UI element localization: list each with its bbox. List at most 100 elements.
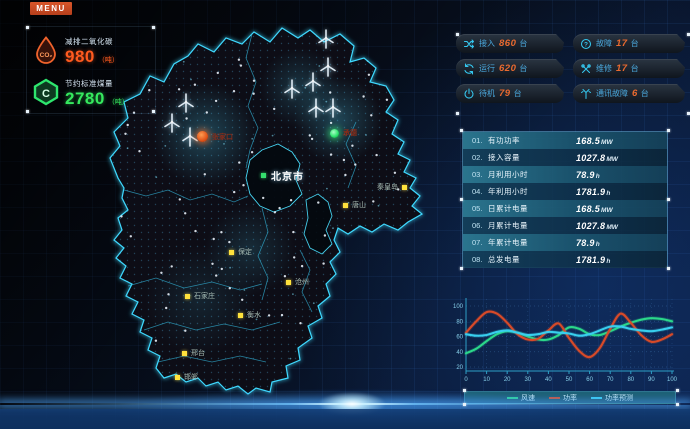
svg-text:60: 60 <box>586 377 593 383</box>
metric-label: 有功功率 <box>488 136 520 145</box>
stat-unit: 台 <box>513 89 522 98</box>
stat-label: 运行 <box>479 64 495 73</box>
stat-running[interactable]: 运行 620 台 <box>456 59 564 78</box>
metric-unit: h <box>606 257 611 265</box>
metric-value: 1027.8 <box>576 220 606 231</box>
selection-handle <box>152 110 155 113</box>
selection-handle <box>460 129 463 132</box>
metric-label: 总发电量 <box>488 255 520 264</box>
stat-connected[interactable]: 接入 860 台 <box>456 34 564 53</box>
svg-text:?: ? <box>584 41 588 48</box>
metric-value: 78.9 <box>576 169 595 180</box>
metric-row-monthly-energy[interactable]: 06. 月累计电量 1027.8 MW <box>463 217 667 234</box>
stat-unit: 台 <box>640 89 649 98</box>
svg-text:80: 80 <box>456 319 463 325</box>
metric-value: 168.5 <box>576 203 601 214</box>
kpi-unit: （吨） <box>97 56 119 64</box>
svg-text:20: 20 <box>456 365 463 371</box>
selection-handle <box>460 267 463 270</box>
yellow-square-marker <box>343 202 348 208</box>
menu-button[interactable]: MENU <box>30 2 72 15</box>
metric-label: 月利用小时 <box>488 170 528 179</box>
yellow-square-marker <box>175 374 180 380</box>
province-borders <box>123 33 357 363</box>
stat-label: 故障 <box>596 39 612 48</box>
selection-handle <box>460 198 463 201</box>
city-marker-tangshan[interactable]: 唐山 <box>343 200 366 210</box>
city-marker-beijing[interactable]: 北京市 <box>261 168 304 183</box>
city-marker-xingtai[interactable]: 邢台 <box>182 348 205 358</box>
svg-text:100: 100 <box>453 304 464 310</box>
city-marker-baoding[interactable]: 保定 <box>229 247 252 257</box>
stat-value: 860 <box>499 38 517 49</box>
metric-unit: h <box>606 189 611 197</box>
city-marker-cangzhou[interactable]: 沧州 <box>286 277 309 287</box>
city-label: 衡水 <box>247 312 261 319</box>
stat-comm-fault[interactable]: 通讯故障 6 台 <box>573 84 685 103</box>
kpi-co2-reduction: CO₂ 减排二氧化碳 980 （吨） <box>33 31 151 69</box>
svg-text:60: 60 <box>456 335 463 341</box>
city-label: 北京市 <box>271 172 304 183</box>
svg-text:30: 30 <box>524 377 531 383</box>
bottom-band <box>0 409 690 429</box>
selection-handle <box>463 389 466 392</box>
standby-icon <box>463 88 475 100</box>
fault-icon: ? <box>580 38 592 50</box>
kpi-value: 980 <box>65 46 95 66</box>
metric-row-yearly-energy[interactable]: 07. 年累计电量 78.9 h <box>463 234 667 251</box>
metric-index: 06. <box>472 221 483 230</box>
stat-fault[interactable]: ? 故障 17 台 <box>573 34 685 53</box>
selection-handle <box>687 112 690 115</box>
stat-unit: 台 <box>519 39 528 48</box>
stat-unit: 台 <box>630 64 639 73</box>
metric-label: 年利用小时 <box>488 187 528 196</box>
city-marker-hengshui[interactable]: 衡水 <box>238 310 261 320</box>
stat-value: 6 <box>632 88 638 99</box>
stat-maintenance[interactable]: 维修 17 台 <box>573 59 685 78</box>
kpi-unit: （吨） <box>107 98 129 106</box>
city-marker-qinhuangdao[interactable]: 秦皇岛 <box>377 182 407 192</box>
metric-label: 接入容量 <box>488 153 520 162</box>
svg-text:C: C <box>42 88 50 100</box>
yellow-square-marker <box>182 350 187 356</box>
metric-row-total-generation[interactable]: 08. 总发电量 1781.9 h <box>463 251 667 268</box>
tianjin-region <box>303 193 333 255</box>
kpi-value: 2780 <box>65 88 105 108</box>
selection-handle <box>687 33 690 36</box>
metric-row-yearly-hours[interactable]: 04. 年利用小时 1781.9 h <box>463 183 667 200</box>
stat-label: 维修 <box>596 64 612 73</box>
metric-value: 1027.8 <box>576 152 606 163</box>
maintenance-icon <box>580 63 592 75</box>
city-marker-chengde[interactable]: 承德 <box>330 128 357 138</box>
selection-handle <box>676 403 679 406</box>
yellow-square-marker <box>238 312 243 318</box>
device-stats-panel: 接入 860 台 ? 故障 17 台 运行 620 台 维修 17 台 待机 7… <box>456 34 688 103</box>
metric-index: 08. <box>472 255 483 264</box>
metric-unit: MW <box>606 155 618 163</box>
stat-standby[interactable]: 待机 79 台 <box>456 84 564 103</box>
svg-text:80: 80 <box>627 377 634 383</box>
city-marker-shijiazhuang[interactable]: 石家庄 <box>185 291 215 301</box>
kpi-label: 节约标准煤量 <box>65 78 113 88</box>
metric-value: 1781.9 <box>576 186 606 197</box>
metric-row-connected-capacity[interactable]: 02. 接入容量 1027.8 MW <box>463 149 667 166</box>
metric-label: 日累计电量 <box>488 204 528 213</box>
metric-label: 月累计电量 <box>488 221 528 230</box>
metric-value: 1781.9 <box>576 254 606 265</box>
stat-unit: 台 <box>519 64 528 73</box>
city-marker-zhangjiakou[interactable]: 张家口 <box>197 131 233 142</box>
metric-unit: h <box>595 240 600 248</box>
metric-index: 04. <box>472 187 483 196</box>
connect-icon <box>463 38 475 50</box>
metric-index: 02. <box>472 153 483 162</box>
city-marker-handan[interactable]: 邯郸 <box>175 372 198 382</box>
metric-row-monthly-hours[interactable]: 03. 月利用小时 78.9 h <box>463 166 667 183</box>
metric-unit: MW <box>601 138 613 146</box>
stat-label: 通讯故障 <box>596 89 628 98</box>
stat-value: 79 <box>499 88 511 99</box>
metric-row-daily-energy[interactable]: 05. 日累计电量 168.5 MW <box>463 200 667 217</box>
metric-index: 01. <box>472 136 483 145</box>
metric-unit: MW <box>606 223 618 231</box>
metric-value: 168.5 <box>576 135 601 146</box>
metric-row-active-power[interactable]: 01. 有功功率 168.5 MW <box>463 132 667 149</box>
